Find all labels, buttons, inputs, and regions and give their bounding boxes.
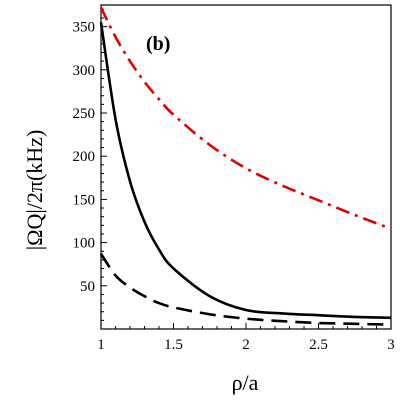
x-axis-ticks: 1 1.5 2 2.5 3: [97, 323, 395, 353]
y-tick-label: 250: [73, 106, 96, 122]
series-line-solid: [99, 22, 392, 320]
y-tick-label: 150: [73, 192, 96, 208]
x-tick-label: 2.5: [309, 337, 328, 353]
x-tick-label: 2: [242, 337, 250, 353]
x-tick-label: 1: [97, 337, 105, 353]
series-line-dashed: [99, 253, 392, 326]
y-tick-label: 100: [73, 236, 96, 252]
y-tick-label: 300: [73, 63, 96, 79]
y-axis-label: |ΩQ|/2π(kHz): [22, 130, 47, 251]
panel-label: (b): [146, 33, 170, 55]
plot-frame: [100, 4, 392, 330]
y-tick-label: 50: [80, 279, 95, 295]
y-tick-label: 350: [73, 20, 96, 36]
series-line-dashdot: [99, 7, 392, 231]
y-tick-label: 200: [73, 149, 96, 165]
series-layer: [99, 7, 392, 326]
x-tick-label: 3: [387, 337, 395, 353]
x-axis-label: ρ/a: [232, 370, 259, 395]
x-tick-label: 1.5: [164, 337, 183, 353]
y-axis-ticks: 50 100 150 200 250 300 350: [73, 8, 107, 321]
plot-border: [100, 4, 392, 330]
